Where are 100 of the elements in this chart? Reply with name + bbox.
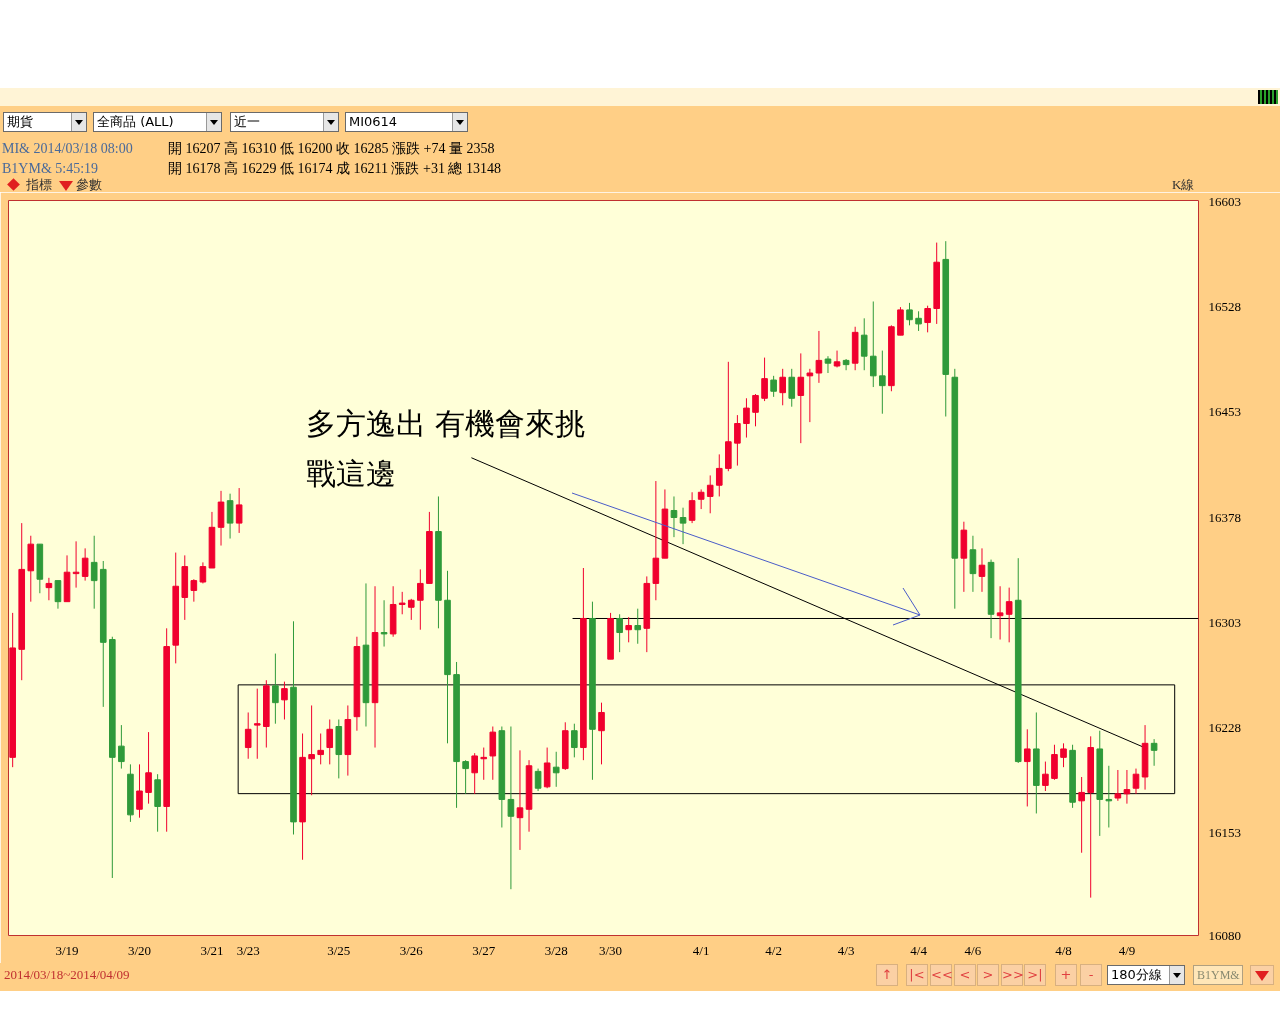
candlestick [1060, 742, 1067, 768]
y-tick-label: 16603 [1208, 193, 1241, 209]
candlestick [398, 591, 406, 615]
candlestick [516, 749, 524, 851]
candlestick [915, 310, 922, 332]
candlestick [842, 358, 850, 371]
text: |< [906, 964, 928, 986]
text: > [977, 964, 999, 986]
candlestick [634, 608, 642, 645]
y-tick-label: 16228 [1208, 719, 1241, 735]
x-tick-label: 4/2 [765, 942, 782, 958]
text: + [1055, 964, 1077, 986]
candlestick [1132, 768, 1140, 795]
text: 期貨 [3, 112, 87, 132]
y-tick-label: 16378 [1208, 509, 1241, 525]
text: 參數 [76, 177, 102, 192]
candlestick [543, 747, 551, 789]
candlestick [1005, 587, 1013, 643]
candlestick [136, 763, 143, 819]
candlestick [598, 702, 605, 765]
candlestick [226, 493, 234, 540]
candlestick [118, 724, 125, 770]
text: >| [1024, 964, 1046, 986]
candlestick [380, 599, 388, 648]
x-tick-label: 3/19 [55, 942, 79, 958]
candlestick [616, 613, 623, 653]
y-tick-label: 16303 [1208, 614, 1241, 630]
x-tick-label: 3/26 [399, 942, 424, 958]
candlestick [1150, 738, 1158, 767]
text: B1YM& [1193, 965, 1243, 985]
annotation: 多方逸出 有機會來挑戰這邊 [305, 405, 586, 492]
x-tick-label: 4/8 [1055, 942, 1072, 958]
candlestick [1114, 769, 1122, 802]
candlestick [734, 414, 741, 467]
text: MI& 2014/03/18 08:00 [2, 141, 133, 156]
candlestick [879, 350, 886, 415]
candlestick [54, 580, 62, 610]
candlestick [190, 578, 198, 603]
y-tick-label: 16528 [1208, 299, 1241, 315]
candlestick [272, 653, 279, 725]
candlestick [743, 397, 750, 439]
candlestick [815, 330, 823, 384]
x-tick-label: 4/6 [964, 942, 982, 958]
text: 2014/03/18~2014/04/09 [4, 967, 130, 982]
candlestick [688, 491, 696, 524]
text: 全商品 (ALL) [93, 112, 222, 132]
candlestick [761, 357, 768, 402]
candlestick [869, 300, 877, 388]
candlestick [978, 547, 986, 593]
text: MI0614 [345, 112, 468, 132]
x-tick-label: 3/25 [327, 942, 351, 958]
text: << [930, 964, 953, 986]
candlestick [788, 368, 796, 408]
candlestick [244, 711, 252, 760]
candlestick [625, 616, 632, 643]
text: K線 [1172, 177, 1195, 192]
text: - [1080, 964, 1102, 986]
candlestick [969, 535, 977, 593]
candlestick [824, 355, 832, 374]
candlestick [90, 535, 98, 610]
candlestick [317, 733, 324, 765]
candlestick [534, 768, 542, 792]
candlestick [326, 718, 334, 765]
candlestick [806, 368, 814, 423]
candlestick [462, 759, 469, 795]
candlestick [770, 375, 777, 398]
candlestick [308, 704, 315, 796]
y-tick-label: 16453 [1208, 404, 1241, 420]
text: 指標 [26, 177, 52, 192]
candlestick [407, 598, 415, 621]
x-tick-label: 3/30 [599, 942, 623, 958]
candlestick [833, 350, 841, 368]
candlestick [996, 585, 1004, 641]
candlestick [145, 731, 152, 805]
candlestick [480, 747, 488, 781]
candlestick [235, 487, 243, 534]
text: ↑ [876, 964, 898, 986]
x-tick-label: 4/1 [692, 942, 710, 958]
x-tick-label: 4/3 [837, 942, 855, 958]
x-tick-label: 3/23 [236, 942, 260, 958]
candlestick [571, 723, 578, 758]
x-tick-label: 3/21 [200, 942, 224, 958]
candlestick [471, 752, 478, 795]
candlestick [752, 393, 759, 427]
text: >> [1001, 964, 1024, 986]
candlestick [679, 507, 687, 545]
x-tick-label: 3/27 [472, 942, 496, 958]
candlestick [417, 568, 424, 631]
text: 近一 [230, 112, 339, 132]
candlestick [552, 751, 560, 788]
candlestick [1023, 728, 1031, 807]
candlestick [45, 577, 53, 601]
text: B1YM& 5:45:19 [2, 161, 99, 176]
candlestick [253, 688, 261, 760]
text: 開 16178 高 16229 低 16174 成 16211 漲跌 +31 總 13148 [168, 161, 501, 176]
candlestick [81, 547, 89, 582]
candlestick [72, 540, 80, 589]
text: 開 16207 高 16310 低 16200 收 16285 漲跌 +74 量 2358 [168, 141, 495, 156]
x-tick-label: 4/9 [1118, 942, 1136, 958]
candlestick [779, 368, 786, 406]
